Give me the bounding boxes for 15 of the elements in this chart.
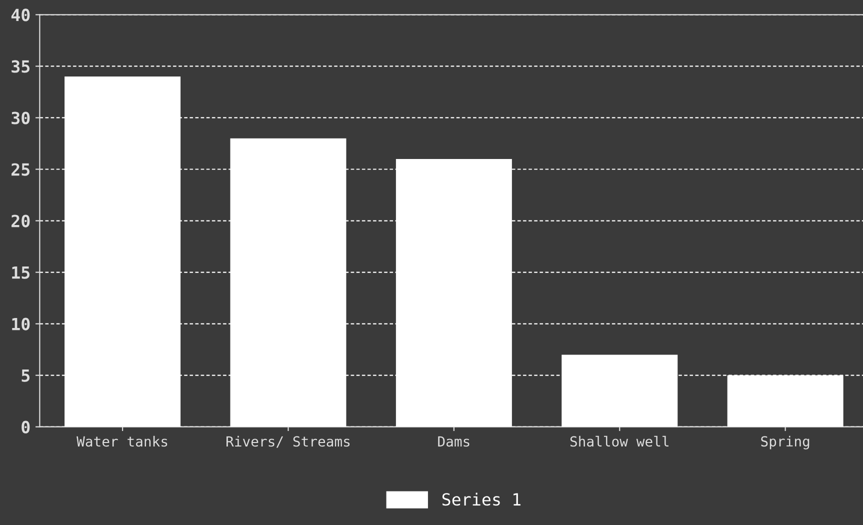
legend-label: Series 1 [442, 492, 520, 506]
y-tick-label: 30 [12, 112, 30, 124]
y-tick-label: 25 [12, 163, 30, 176]
y-tick-label: 15 [12, 266, 30, 279]
x-tick-label: Shallow well [570, 436, 668, 447]
x-tick-label: Spring [761, 436, 810, 450]
x-tick-label: Water tanks [76, 436, 168, 447]
y-tick-label: 0 [22, 420, 30, 434]
y-tick-label: 10 [12, 318, 30, 330]
x-tick-label: Dams [438, 436, 470, 447]
y-tick-label: 35 [12, 60, 30, 73]
y-tick-label: 20 [12, 214, 30, 228]
y-tick-label: 5 [22, 369, 30, 382]
x-tick-label: Rivers/ Streams [226, 436, 350, 448]
y-tick-label: 40 [11, 8, 30, 22]
